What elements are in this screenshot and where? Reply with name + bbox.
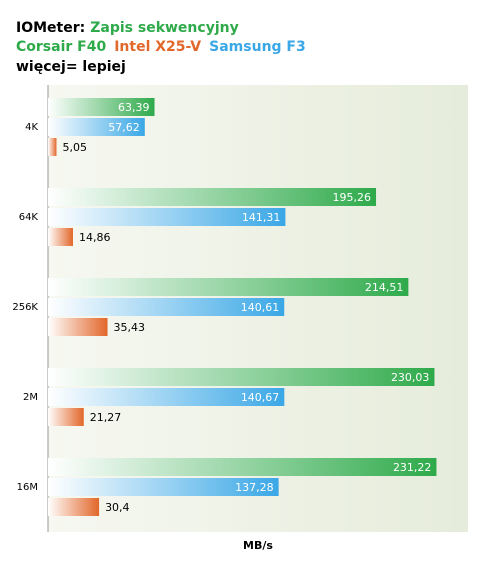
bar <box>48 408 84 426</box>
legend-entry: Samsung F3 <box>209 39 306 55</box>
bar <box>48 298 285 316</box>
value-label: 35,43 <box>114 321 146 334</box>
value-label: 57,62 <box>108 121 140 134</box>
y-tick-label: 4K <box>25 122 38 133</box>
value-label: 231,22 <box>393 461 432 474</box>
y-tick-label: 2M <box>23 392 38 403</box>
value-label: 230,03 <box>391 371 430 384</box>
bar <box>48 368 435 386</box>
value-label: 30,4 <box>105 501 129 514</box>
bar <box>48 138 57 156</box>
value-label: 141,31 <box>242 211 281 224</box>
bar <box>48 458 437 476</box>
bar <box>48 318 108 336</box>
bar <box>48 188 377 206</box>
value-label: 21,27 <box>90 411 122 424</box>
note: więcej= lepiej <box>16 59 126 75</box>
value-label: 140,67 <box>241 391 280 404</box>
value-label: 137,28 <box>235 481 274 494</box>
value-label: 63,39 <box>118 101 150 114</box>
subtitle: Zapis sekwencyjny <box>90 20 238 36</box>
bar <box>48 118 145 136</box>
bar <box>48 498 100 516</box>
value-label: 5,05 <box>62 141 87 154</box>
y-tick-label: 16M <box>17 482 38 493</box>
bar <box>48 208 286 226</box>
legend-entry: Corsair F40 <box>16 39 106 55</box>
chart-title: IOMeter: Zapis sekwencyjny <box>16 20 239 36</box>
x-axis-label: MB/s <box>243 539 273 552</box>
y-tick-label: 256K <box>12 302 38 313</box>
bar <box>48 228 73 246</box>
value-label: 14,86 <box>79 231 111 244</box>
bar <box>48 98 155 116</box>
bar <box>48 278 409 296</box>
bar <box>48 478 279 496</box>
bar <box>48 388 285 406</box>
value-label: 140,61 <box>241 301 280 314</box>
legend-entry: Intel X25-V <box>114 39 201 55</box>
value-label: 195,26 <box>333 191 372 204</box>
title: IOMeter: <box>16 20 85 36</box>
y-tick-label: 64K <box>19 212 39 223</box>
value-label: 214,51 <box>365 281 404 294</box>
